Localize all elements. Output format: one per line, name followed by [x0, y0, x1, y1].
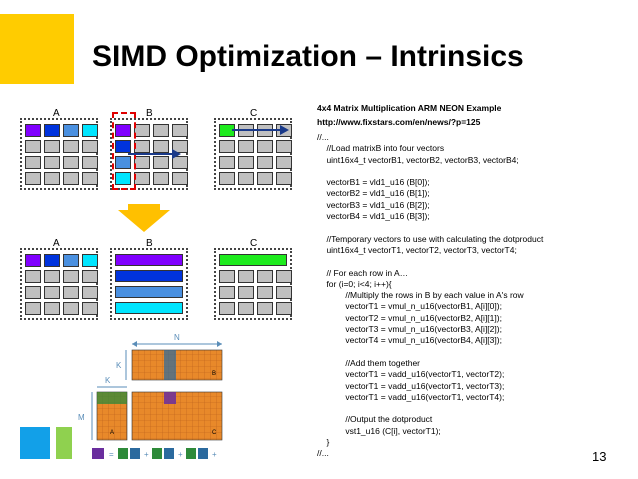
fig-label-n: N — [174, 333, 180, 342]
code-line: } — [317, 437, 330, 448]
label-b-top: B — [146, 108, 153, 119]
code-line: vectorT1 = vadd_u16(vectorT1, vectorT4); — [317, 391, 505, 402]
code-listing: //... //Load matrixB into four vectors u… — [317, 132, 543, 460]
fig-label-b: B — [212, 371, 216, 377]
code-line — [317, 256, 543, 267]
code-line: uint16x4_t vectorB1, vectorB2, vectorB3,… — [317, 154, 519, 165]
code-line: vectorT4 = vmul_n_u16(vectorB4, A[i][3])… — [317, 335, 502, 346]
label-a-top: A — [53, 108, 60, 119]
code-header-title: 4x4 Matrix Multiplication ARM NEON Examp… — [317, 103, 502, 113]
code-line: //Add them together — [317, 357, 420, 368]
code-line: vectorT2 = vmul_n_u16(vectorB2, A[i][1])… — [317, 312, 502, 323]
column-selection-highlight — [112, 112, 136, 190]
fig-label-a: A — [110, 430, 114, 436]
block-matrix-figure: N B K K M A C = + + + — [78, 333, 223, 459]
label-a-bottom: A — [53, 238, 60, 249]
label-c-bottom: C — [250, 238, 258, 249]
code-line: //Output the dotproduct — [317, 414, 433, 425]
slide-title: SIMD Optimization – Intrinsics — [92, 40, 524, 73]
code-line: vectorT3 = vmul_n_u16(vectorB3, A[i][2])… — [317, 324, 502, 335]
matrix-b-bottom — [110, 248, 188, 320]
code-line: vectorT1 = vmul_n_u16(vectorB1, A[i][0])… — [317, 301, 502, 312]
result-row-bar — [219, 254, 287, 266]
down-arrow-icon — [118, 204, 170, 232]
matrix-a-top — [20, 118, 98, 190]
code-line — [317, 166, 543, 177]
code-line: uint16x4_t vectorT1, vectorT2, vectorT3,… — [317, 244, 517, 255]
vector-b3-bar — [115, 286, 183, 298]
code-line: vectorB2 = vld1_u16 (B[1]); — [317, 188, 430, 199]
code-header-url: http://www.fixstars.com/en/news/?p=125 — [317, 117, 481, 127]
fig-eq: = — [109, 450, 114, 459]
matrix-b-top — [110, 118, 188, 190]
code-line: //Temporary vectors to use with calculat… — [317, 233, 544, 244]
fig-label-m: M — [78, 413, 85, 422]
vector-b1-bar — [115, 254, 183, 266]
vector-b4-bar — [115, 302, 183, 314]
code-line: //... — [317, 448, 329, 459]
code-line: vectorT1 = vadd_u16(vectorT1, vectorT2); — [317, 369, 505, 380]
code-line: for (i=0; i<4; i++){ — [317, 278, 392, 289]
fig-label-k-left: K — [105, 376, 111, 385]
code-line: //Load matrixB into four vectors — [317, 143, 445, 154]
matrix-c-bottom — [214, 248, 292, 320]
code-line — [317, 347, 543, 358]
label-c-top: C — [250, 108, 258, 119]
fig-plus-2: + — [178, 450, 183, 459]
code-line: vectorT1 = vadd_u16(vectorT1, vectorT3); — [317, 380, 505, 391]
code-line: // For each row in A… — [317, 267, 409, 278]
code-line: vectorB1 = vld1_u16 (B[0]); — [317, 177, 430, 188]
code-line — [317, 403, 543, 414]
vector-b2-bar — [115, 270, 183, 282]
decorative-green-square — [56, 427, 72, 459]
result-empty-cells — [219, 270, 292, 315]
fig-plus-1: + — [144, 450, 149, 459]
row-arrow-icon — [128, 149, 181, 159]
code-line — [317, 222, 543, 233]
fig-plus-3: + — [212, 450, 217, 459]
code-line: vectorB4 = vld1_u16 (B[3]); — [317, 211, 430, 222]
fig-label-k-top: K — [116, 361, 122, 370]
fig-label-c: C — [212, 430, 217, 436]
decorative-blue-square — [20, 427, 50, 459]
code-line: vectorB3 = vld1_u16 (B[2]); — [317, 199, 430, 210]
label-b-bottom: B — [146, 238, 153, 249]
result-arrow-icon — [232, 125, 289, 135]
page-number: 13 — [592, 449, 607, 464]
decorative-yellow-square — [0, 14, 74, 84]
code-line: //Multiply the rows in B by each value i… — [317, 290, 524, 301]
code-line: vst1_u16 (C[i], vectorT1); — [317, 425, 441, 436]
code-line: //... — [317, 132, 329, 142]
matrix-a-bottom — [20, 248, 98, 320]
code-header: 4x4 Matrix Multiplication ARM NEON Examp… — [317, 101, 501, 129]
